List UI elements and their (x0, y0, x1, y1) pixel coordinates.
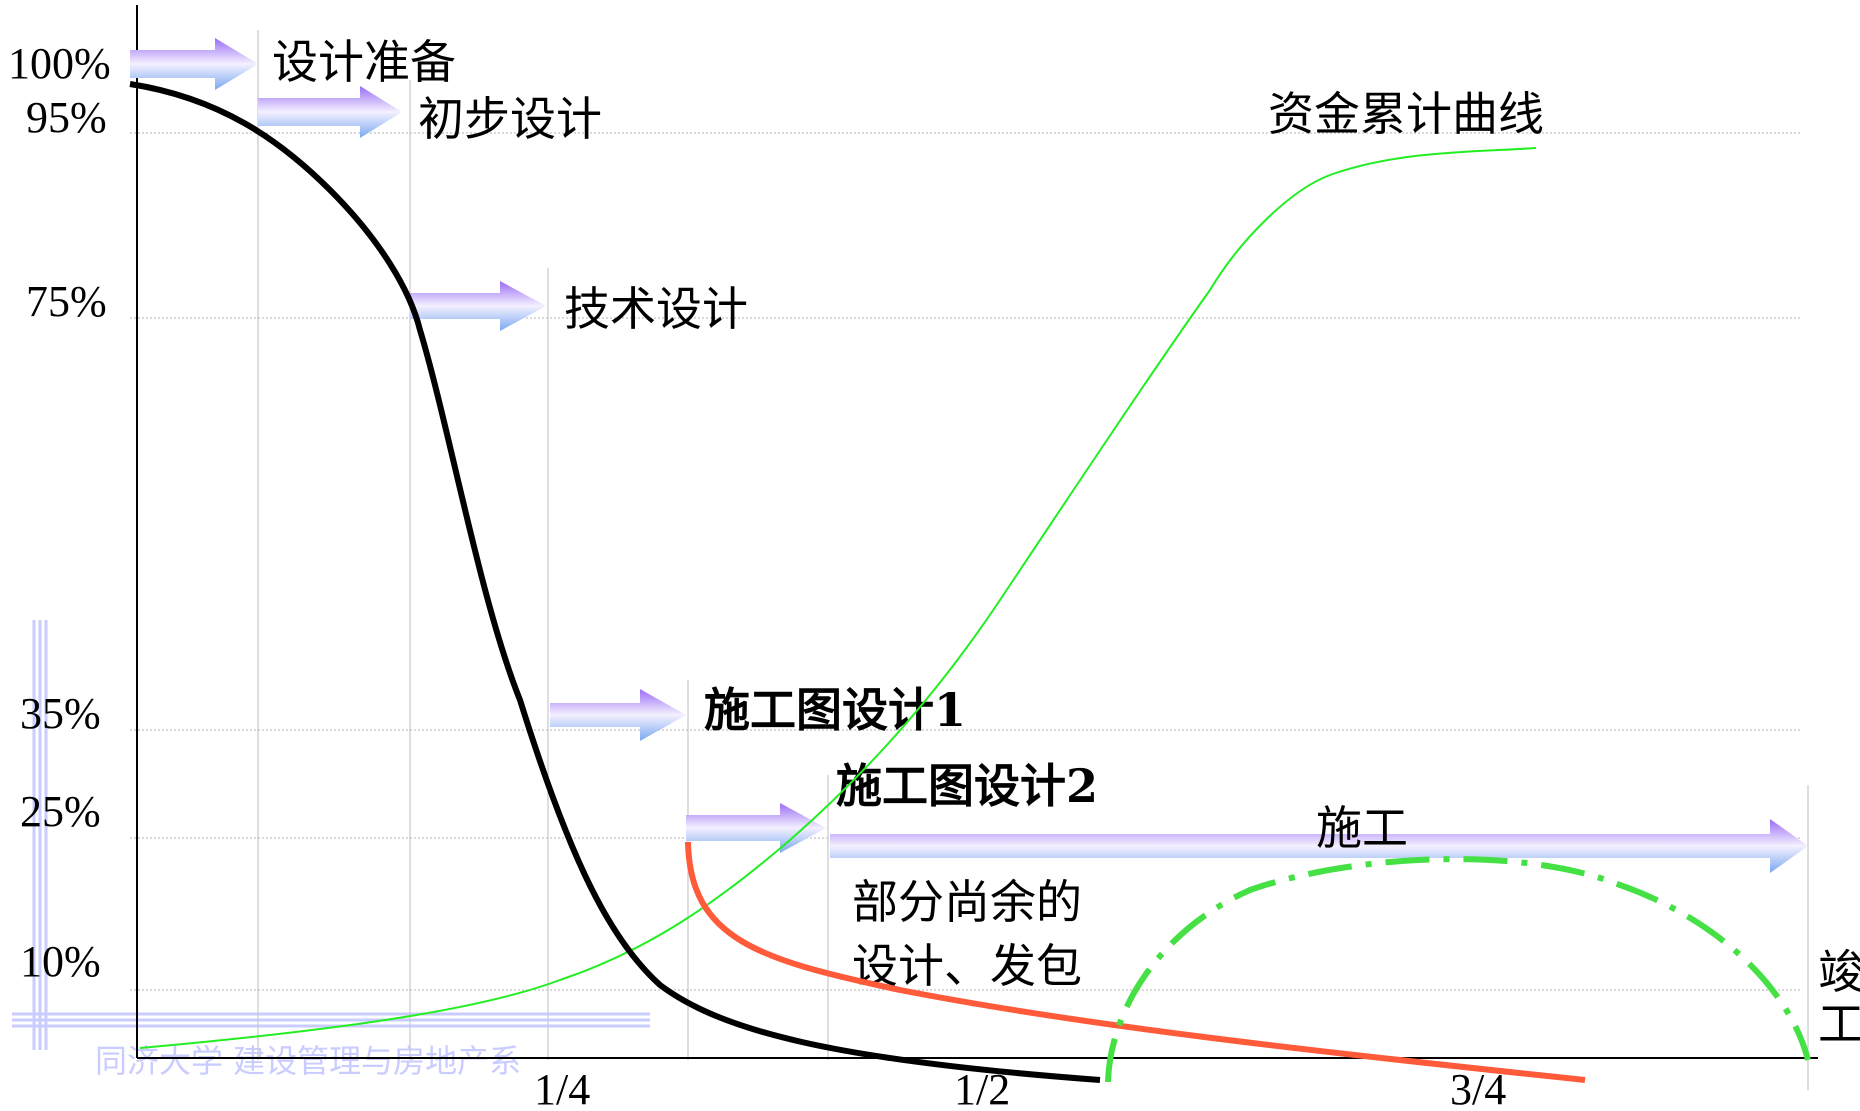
arrow-drawing-1 (550, 689, 686, 741)
stage-label-completion-1: 竣 (1818, 945, 1860, 999)
funds-cumulative-curve (139, 147, 1537, 1049)
stage-label-technical: 技术设计 (564, 282, 748, 336)
stage-arrows (130, 38, 1808, 873)
axes (136, 5, 1818, 1059)
watermark-text: 同济大学 建设管理与房地产系 (95, 1042, 521, 1080)
watermark-rails (12, 620, 650, 1050)
stage-label-remaining-line2: 设计、发包 (852, 939, 1082, 993)
arrow-technical (410, 281, 546, 331)
vertical-gridlines (257, 30, 1809, 1090)
arrow-drawing-2 (686, 803, 826, 853)
stage-label-preliminary: 初步设计 (418, 92, 602, 146)
completion-arc (1105, 856, 1811, 1083)
funds-curve-label: 资金累计曲线 (1268, 87, 1544, 141)
stage-label-remaining-line1: 部分尚余的 (852, 875, 1082, 929)
remaining-design-curve (685, 841, 1586, 1083)
horizontal-gridlines (130, 132, 1800, 991)
y-label-100: 100% (8, 39, 111, 88)
arrow-preliminary (258, 86, 402, 138)
stage-label-construction: 施工 (1316, 801, 1408, 855)
stage-label-drawing-1: 施工图设计1 (704, 683, 966, 737)
arrow-design-prep (130, 38, 258, 90)
x-label-quarter: 1/4 (534, 1065, 590, 1111)
design-influence-curve (129, 81, 1101, 1083)
y-label-75: 75% (26, 277, 107, 326)
stage-label-design-prep: 设计准备 (272, 35, 456, 89)
y-label-95: 95% (26, 93, 107, 142)
y-label-25: 25% (20, 787, 101, 836)
arrow-construction (830, 819, 1808, 873)
y-label-10: 10% (20, 937, 101, 986)
stage-label-completion-2: 工 (1818, 997, 1860, 1051)
stage-label-drawing-2: 施工图设计2 (836, 759, 1098, 813)
y-label-35: 35% (20, 689, 101, 738)
